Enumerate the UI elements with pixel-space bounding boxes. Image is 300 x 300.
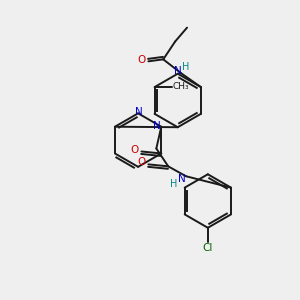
Text: H: H [182, 62, 190, 72]
Text: H: H [170, 179, 178, 189]
Text: O: O [130, 145, 139, 154]
Text: O: O [137, 158, 146, 167]
Text: N: N [178, 174, 186, 184]
Text: N: N [135, 107, 143, 117]
Text: N: N [153, 121, 161, 131]
Text: CH₃: CH₃ [172, 82, 189, 91]
Text: N: N [174, 66, 182, 76]
Text: O: O [137, 55, 146, 65]
Text: Cl: Cl [203, 243, 213, 253]
